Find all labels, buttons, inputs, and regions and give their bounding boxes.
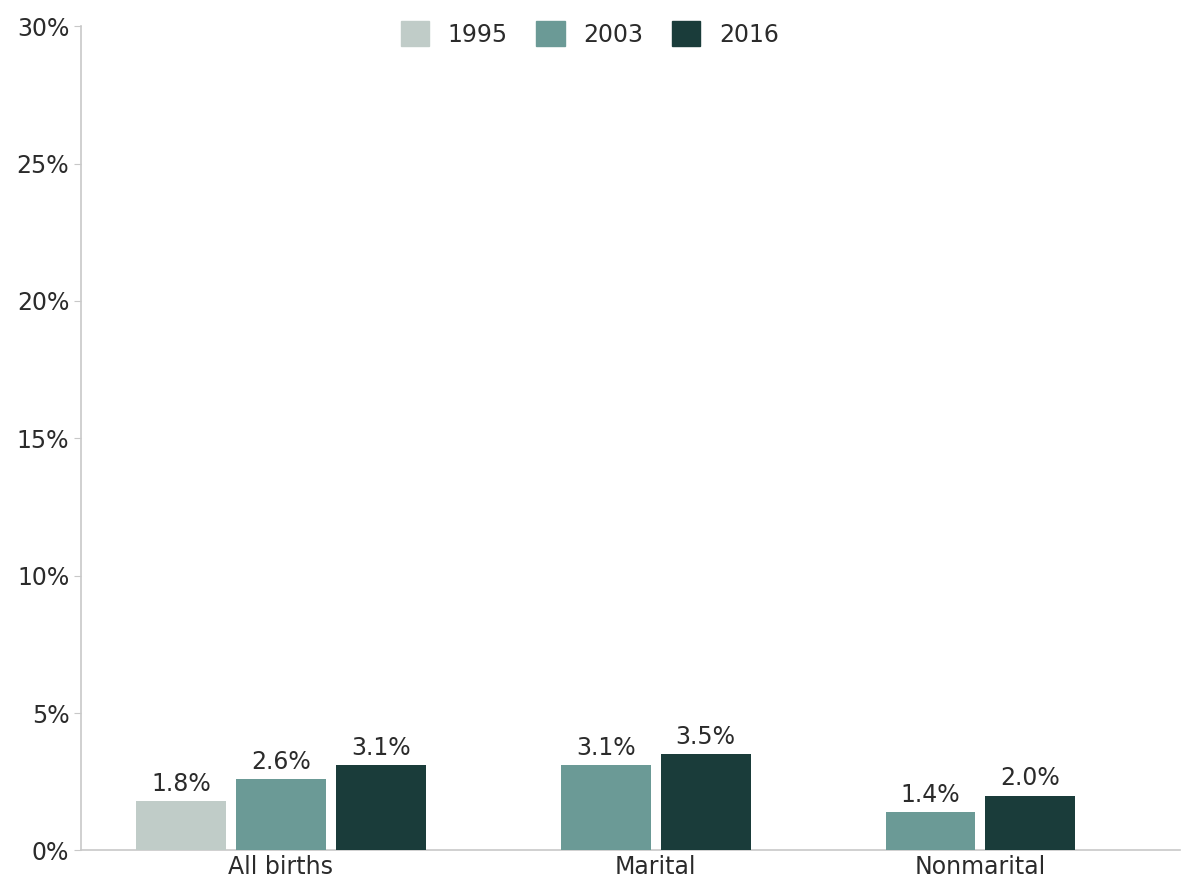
Text: 1.4%: 1.4% bbox=[900, 782, 960, 806]
Bar bbox=[336, 765, 426, 850]
Bar bbox=[236, 779, 326, 850]
Bar bbox=[136, 801, 226, 850]
Text: 1.8%: 1.8% bbox=[151, 771, 211, 796]
Legend: 1995, 2003, 2016: 1995, 2003, 2016 bbox=[401, 22, 779, 47]
Bar bbox=[661, 754, 751, 850]
Text: 3.5%: 3.5% bbox=[675, 725, 736, 749]
Bar bbox=[886, 812, 976, 850]
Text: 3.1%: 3.1% bbox=[351, 736, 411, 760]
Text: 2.0%: 2.0% bbox=[1001, 766, 1061, 790]
Text: 2.6%: 2.6% bbox=[251, 750, 311, 773]
Text: 3.1%: 3.1% bbox=[576, 736, 636, 760]
Bar bbox=[560, 765, 651, 850]
Bar bbox=[985, 796, 1075, 850]
